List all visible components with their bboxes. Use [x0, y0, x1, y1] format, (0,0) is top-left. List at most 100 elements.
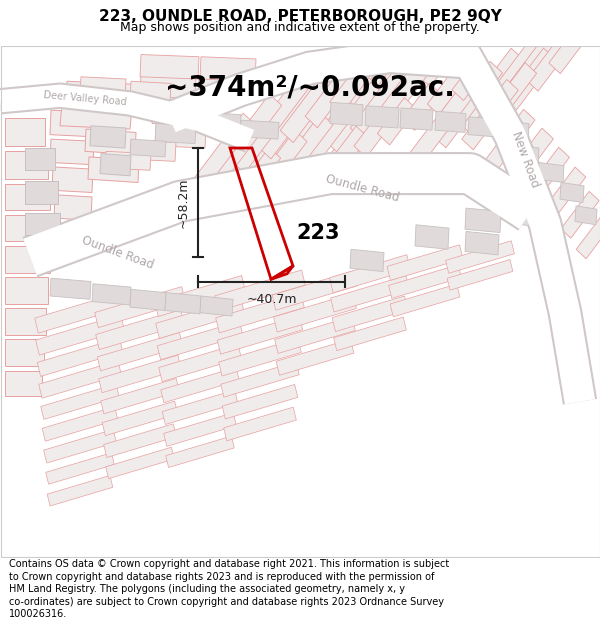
Polygon shape — [561, 191, 599, 238]
Polygon shape — [140, 54, 199, 79]
Polygon shape — [219, 338, 301, 376]
Polygon shape — [65, 81, 142, 106]
Polygon shape — [224, 407, 296, 441]
Text: ~374m²/~0.092ac.: ~374m²/~0.092ac. — [165, 74, 455, 101]
Polygon shape — [155, 124, 196, 144]
Polygon shape — [152, 100, 211, 127]
Polygon shape — [330, 102, 363, 126]
Polygon shape — [221, 362, 299, 397]
Polygon shape — [329, 255, 410, 292]
Polygon shape — [457, 48, 523, 132]
Polygon shape — [160, 102, 201, 124]
Polygon shape — [332, 126, 368, 170]
Polygon shape — [255, 102, 325, 190]
Polygon shape — [390, 284, 460, 317]
Polygon shape — [159, 344, 241, 381]
Polygon shape — [389, 265, 461, 298]
Polygon shape — [538, 162, 564, 182]
Polygon shape — [575, 206, 597, 225]
Polygon shape — [155, 126, 206, 148]
Polygon shape — [452, 58, 488, 101]
Text: ~40.7m: ~40.7m — [246, 292, 297, 306]
Polygon shape — [391, 28, 449, 101]
Polygon shape — [350, 249, 384, 271]
Polygon shape — [505, 48, 555, 110]
Polygon shape — [208, 94, 281, 186]
Polygon shape — [50, 110, 96, 137]
Polygon shape — [52, 167, 93, 192]
Polygon shape — [229, 148, 281, 211]
Polygon shape — [222, 384, 298, 419]
Polygon shape — [130, 289, 166, 311]
Polygon shape — [510, 202, 546, 227]
Polygon shape — [549, 22, 591, 74]
Polygon shape — [376, 53, 434, 127]
Polygon shape — [92, 284, 131, 305]
Polygon shape — [150, 102, 186, 124]
Polygon shape — [410, 77, 479, 163]
Polygon shape — [511, 26, 563, 92]
Polygon shape — [240, 120, 279, 139]
Polygon shape — [200, 112, 241, 132]
Polygon shape — [155, 276, 245, 316]
Polygon shape — [130, 139, 166, 157]
Polygon shape — [90, 126, 126, 148]
Polygon shape — [468, 117, 497, 137]
Polygon shape — [330, 38, 390, 113]
Text: Deer Valley Road: Deer Valley Road — [43, 91, 127, 108]
Text: Map shows position and indicative extent of the property.: Map shows position and indicative extent… — [120, 21, 480, 34]
Polygon shape — [88, 157, 139, 182]
Polygon shape — [544, 167, 586, 218]
Polygon shape — [35, 292, 125, 333]
Polygon shape — [42, 407, 118, 441]
Polygon shape — [231, 117, 299, 201]
Polygon shape — [319, 131, 361, 182]
Polygon shape — [217, 316, 303, 354]
Polygon shape — [258, 66, 332, 159]
Polygon shape — [155, 298, 244, 339]
Polygon shape — [47, 476, 113, 506]
Polygon shape — [276, 339, 354, 375]
Polygon shape — [35, 315, 124, 355]
Polygon shape — [25, 148, 55, 170]
Text: New Road: New Road — [509, 129, 541, 189]
Polygon shape — [306, 70, 374, 155]
Text: ~58.2m: ~58.2m — [177, 177, 190, 227]
Polygon shape — [354, 112, 392, 158]
Polygon shape — [5, 246, 50, 272]
Polygon shape — [427, 70, 464, 115]
Polygon shape — [342, 112, 388, 168]
Polygon shape — [334, 317, 406, 351]
Polygon shape — [54, 195, 92, 221]
Polygon shape — [95, 309, 184, 349]
Polygon shape — [5, 184, 50, 211]
Polygon shape — [198, 76, 251, 101]
Polygon shape — [403, 83, 442, 131]
Polygon shape — [302, 98, 358, 168]
Polygon shape — [364, 41, 426, 118]
Polygon shape — [274, 293, 356, 332]
Polygon shape — [484, 62, 536, 129]
Polygon shape — [377, 98, 416, 145]
Polygon shape — [277, 113, 333, 182]
Polygon shape — [465, 231, 499, 255]
Polygon shape — [447, 259, 513, 290]
Polygon shape — [332, 296, 408, 332]
Text: 223: 223 — [296, 222, 340, 243]
Polygon shape — [400, 108, 433, 130]
Polygon shape — [506, 128, 553, 186]
Polygon shape — [157, 321, 243, 360]
Text: 223, OUNDLE ROAD, PETERBOROUGH, PE2 9QY: 223, OUNDLE ROAD, PETERBOROUGH, PE2 9QY — [98, 9, 502, 24]
Polygon shape — [39, 361, 121, 398]
Polygon shape — [80, 77, 126, 98]
Polygon shape — [140, 74, 196, 99]
Polygon shape — [50, 139, 94, 165]
Polygon shape — [164, 412, 236, 446]
Polygon shape — [280, 56, 350, 142]
Text: Contains OS data © Crown copyright and database right 2021. This information is : Contains OS data © Crown copyright and d… — [9, 559, 449, 619]
Polygon shape — [25, 213, 60, 235]
Polygon shape — [232, 78, 308, 173]
Polygon shape — [100, 154, 131, 176]
Polygon shape — [165, 292, 201, 314]
Polygon shape — [162, 390, 238, 424]
